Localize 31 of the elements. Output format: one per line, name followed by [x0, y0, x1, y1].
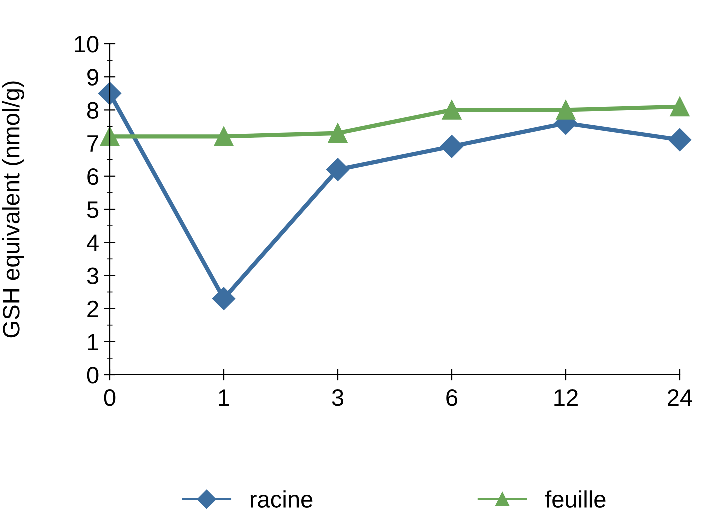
y-tick-label: 7 — [88, 136, 98, 152]
point — [328, 124, 348, 144]
point — [556, 100, 576, 120]
x-tick-label: 6 — [446, 390, 458, 406]
point — [214, 126, 234, 146]
point — [98, 82, 122, 106]
legend-label: feuille — [545, 490, 606, 508]
point — [440, 135, 464, 158]
point — [212, 287, 236, 310]
x-tick-label: 0 — [104, 390, 116, 406]
y-tick-label: 1 — [88, 334, 98, 350]
y-tick-label: 10 — [75, 36, 99, 53]
y-tick-label: 4 — [86, 234, 99, 252]
y-tick-label: 5 — [87, 202, 99, 218]
y-tick-label: 6 — [88, 168, 99, 186]
point — [668, 128, 692, 152]
x-tick-label: 3 — [332, 390, 344, 406]
y-tick-label: 0 — [87, 367, 99, 384]
y-tick-label: 9 — [88, 69, 98, 86]
y-tick-label: 2 — [88, 300, 98, 318]
x-tick-label: 1 — [219, 390, 230, 406]
point — [442, 100, 462, 120]
y-tick-label: 8 — [87, 102, 99, 119]
legend-label: racine — [250, 490, 313, 508]
y-axis-title: GSH equivalent (nmol/g) — [2, 82, 24, 338]
point — [100, 126, 120, 146]
y-tick-label: 3 — [87, 268, 99, 284]
x-tick-label: 24 — [668, 390, 692, 406]
point — [326, 158, 350, 182]
point — [670, 97, 690, 117]
x-tick-label: 12 — [554, 390, 578, 406]
